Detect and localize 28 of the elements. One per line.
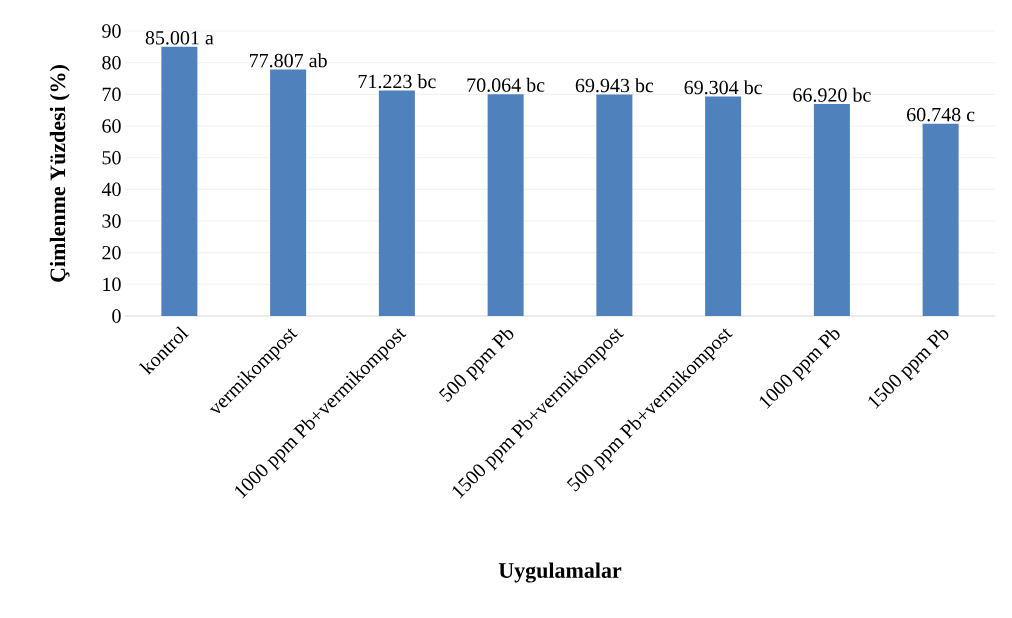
bar bbox=[813, 104, 850, 316]
bar bbox=[161, 46, 198, 316]
bar bbox=[596, 94, 633, 316]
data-label: 71.223 bc bbox=[358, 74, 436, 89]
data-label: 70.064 bc bbox=[467, 77, 545, 92]
y-tick-label: 90 bbox=[102, 24, 121, 38]
y-tick-label: 50 bbox=[102, 150, 121, 165]
data-label: 66.920 bc bbox=[793, 87, 871, 102]
data-label: 69.304 bc bbox=[684, 80, 762, 95]
y-tick-label: 80 bbox=[102, 55, 121, 70]
data-label: 69.943 bc bbox=[575, 78, 654, 93]
data-label: 60.748 c bbox=[907, 107, 975, 122]
bar bbox=[487, 94, 524, 316]
y-tick-label: 30 bbox=[102, 214, 121, 228]
data-label: 77.807 ab bbox=[250, 53, 327, 68]
bar bbox=[922, 123, 959, 316]
y-tick-label: 40 bbox=[101, 182, 121, 197]
y-tick-label: 20 bbox=[102, 245, 121, 260]
x-axis-title: Uygulamalar bbox=[498, 562, 622, 583]
bar bbox=[270, 69, 307, 316]
y-tick-label: 70 bbox=[102, 87, 121, 102]
bar bbox=[378, 90, 415, 316]
y-axis-title: Çimlenme Yüzdesi (%) bbox=[49, 65, 70, 282]
y-tick-label: 0 bbox=[112, 309, 121, 323]
y-tick-label: 60 bbox=[102, 119, 121, 133]
data-label: 85.001 a bbox=[145, 31, 214, 45]
y-tick-label: 10 bbox=[103, 277, 121, 292]
bar bbox=[705, 96, 742, 316]
